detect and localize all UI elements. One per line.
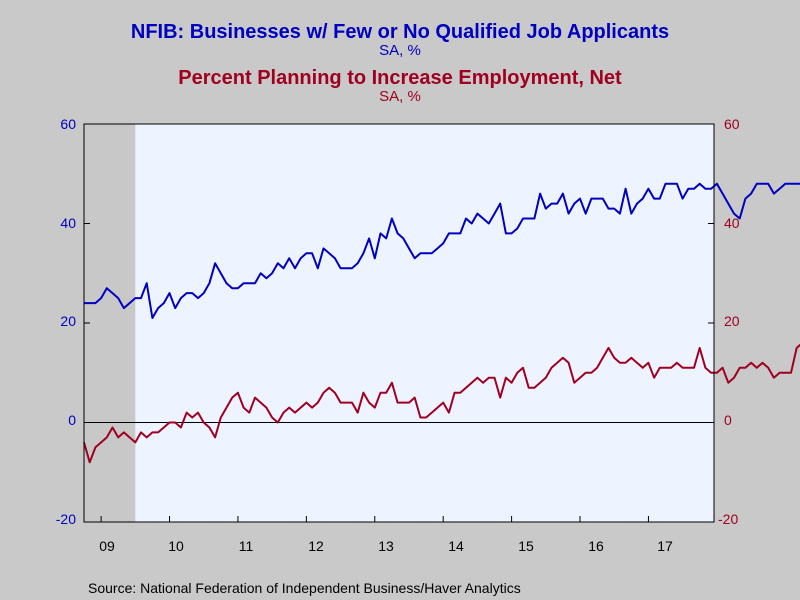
x-tick-label: 10 bbox=[168, 538, 184, 554]
y-left-tick-label: -20 bbox=[56, 511, 76, 527]
x-tick-label: 09 bbox=[99, 538, 115, 554]
series-line-hiring-plans bbox=[83, 343, 800, 464]
series-layer bbox=[83, 182, 800, 464]
x-tick-label: 12 bbox=[308, 538, 324, 554]
x-tick-label: 16 bbox=[588, 538, 604, 554]
x-tick-label: 14 bbox=[448, 538, 464, 554]
chart-title-2-units: SA, % bbox=[379, 88, 421, 105]
y-right-tick-label: 20 bbox=[724, 313, 740, 329]
y-left-tick-label: 60 bbox=[60, 116, 76, 132]
chart-title-2: Percent Planning to Increase Employment,… bbox=[178, 67, 622, 89]
x-tick-label: 13 bbox=[378, 538, 394, 554]
y-right-tick-label: -20 bbox=[718, 511, 738, 527]
x-tick-label: 17 bbox=[657, 538, 673, 554]
x-tick-label: 11 bbox=[239, 538, 254, 554]
plot-area bbox=[84, 124, 714, 522]
series-line-qualified-applicants bbox=[84, 182, 800, 319]
plot-frame bbox=[83, 123, 715, 523]
chart-title-1: NFIB: Businesses w/ Few or No Qualified … bbox=[131, 21, 669, 43]
y-left-tick-label: 20 bbox=[60, 313, 76, 329]
chart-title-1-units: SA, % bbox=[379, 42, 421, 59]
x-tick-label: 15 bbox=[518, 538, 534, 554]
source-note: Source: National Federation of Independe… bbox=[88, 580, 521, 596]
y-right-tick-label: 60 bbox=[724, 116, 740, 132]
y-right-tick-label: 0 bbox=[724, 412, 732, 428]
y-left-tick-label: 0 bbox=[68, 412, 76, 428]
recession-shade bbox=[84, 124, 136, 522]
y-left-tick-label: 40 bbox=[60, 215, 76, 231]
y-right-tick-label: 40 bbox=[724, 215, 740, 231]
